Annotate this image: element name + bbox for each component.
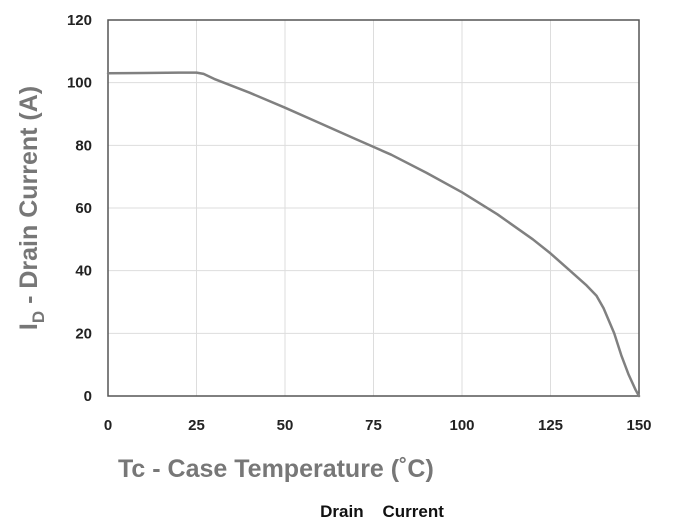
chart-caption: Drain Current <box>320 502 444 521</box>
y-tick-label-2: 40 <box>75 263 92 280</box>
x-tick-label-2: 50 <box>277 417 294 434</box>
x-tick-label-4: 100 <box>449 417 474 434</box>
x-tick-label-5: 125 <box>538 417 563 434</box>
y-axis-title: ID - Drain Current (A) <box>15 86 48 330</box>
x-tick-label-1: 25 <box>188 417 205 434</box>
x-axis-title: Tc - Case Temperature (˚C) <box>118 455 434 483</box>
y-tick-label-6: 120 <box>67 12 92 29</box>
plot-frame <box>107 19 640 397</box>
y-tick-labels: 0 20 40 60 80 100 120 <box>67 12 92 405</box>
x-tick-labels: 0 25 50 75 100 125 150 <box>104 417 652 434</box>
y-tick-label-5: 100 <box>67 75 92 92</box>
x-tick-label-6: 150 <box>626 417 651 434</box>
series-line-0 <box>106 71 641 398</box>
y-tick-label-3: 60 <box>75 200 92 217</box>
y-tick-label-0: 0 <box>84 388 92 405</box>
data-series <box>106 71 641 398</box>
y-tick-label-1: 20 <box>75 325 92 342</box>
grid-lines <box>107 19 640 397</box>
x-tick-label-0: 0 <box>104 417 112 434</box>
x-tick-label-3: 75 <box>365 417 382 434</box>
y-tick-label-4: 80 <box>75 137 92 154</box>
